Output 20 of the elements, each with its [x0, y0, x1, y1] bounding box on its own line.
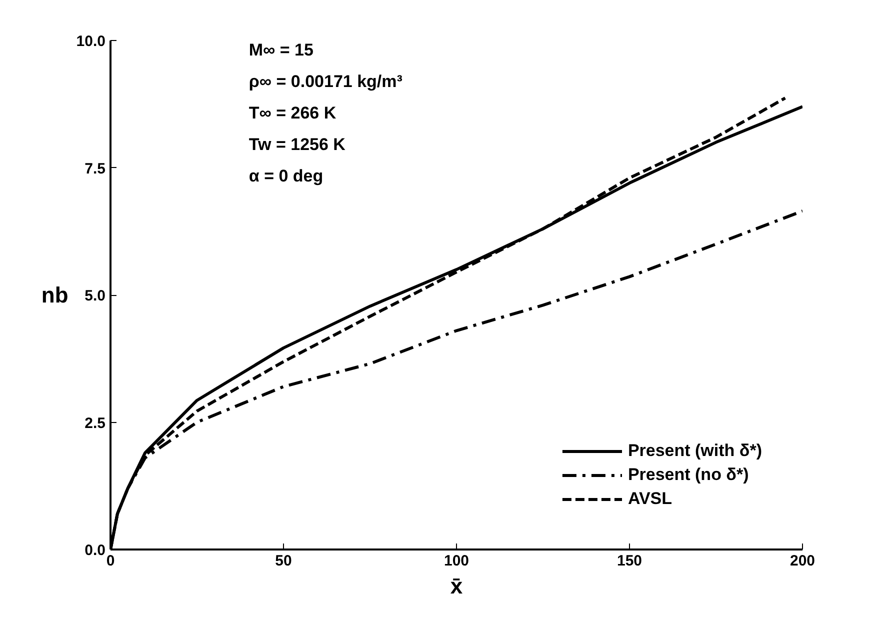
y-tick-label: 0.0 — [84, 542, 106, 559]
y-tick-label: 10.0 — [76, 33, 106, 50]
y-tick-label: 7.5 — [84, 160, 106, 178]
legend-label: Present (no δ*) — [628, 465, 749, 485]
x-tick-label: 50 — [275, 552, 292, 570]
x-tick-label: 100 — [444, 552, 470, 570]
annotation: α = 0 deg — [248, 166, 324, 186]
x-tick-label: 0 — [106, 552, 115, 570]
annotation: M∞ = 15 — [248, 40, 314, 60]
y-tick-label: 5.0 — [84, 288, 106, 304]
x-tick-label: 200 — [790, 552, 816, 570]
annotation: Tw = 1256 K — [248, 135, 346, 154]
x-axis-title: x̄ — [450, 574, 464, 598]
y-tick-label: 2.5 — [84, 414, 106, 432]
y-axis-title: nb — [41, 282, 68, 308]
legend-label: AVSL — [628, 489, 672, 509]
legend-label: Present (with δ*) — [628, 441, 762, 461]
x-tick-label: 150 — [616, 552, 642, 570]
annotation: ρ∞ = 0.00171 kg/m³ — [248, 72, 403, 92]
annotation: T∞ = 266 K — [248, 104, 337, 123]
